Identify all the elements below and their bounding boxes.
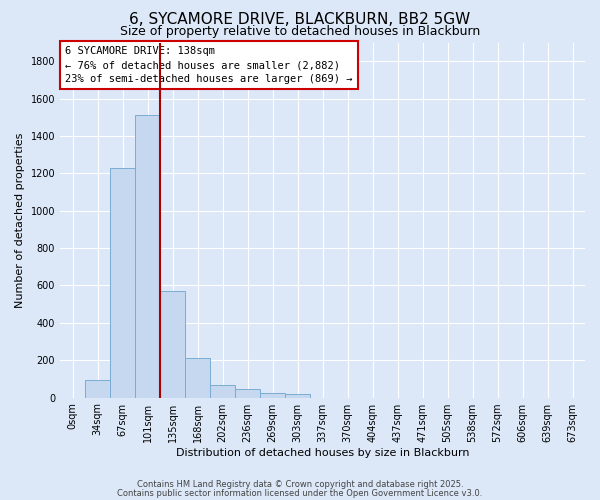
Bar xyxy=(260,393,285,398)
Bar xyxy=(285,394,310,398)
Text: 6 SYCAMORE DRIVE: 138sqm
← 76% of detached houses are smaller (2,882)
23% of sem: 6 SYCAMORE DRIVE: 138sqm ← 76% of detach… xyxy=(65,46,353,84)
Bar xyxy=(160,291,185,398)
Bar xyxy=(85,380,110,398)
Y-axis label: Number of detached properties: Number of detached properties xyxy=(15,132,25,308)
Bar xyxy=(135,116,160,398)
Text: Contains public sector information licensed under the Open Government Licence v3: Contains public sector information licen… xyxy=(118,488,482,498)
Text: Size of property relative to detached houses in Blackburn: Size of property relative to detached ho… xyxy=(120,25,480,38)
Bar xyxy=(235,389,260,398)
Text: Contains HM Land Registry data © Crown copyright and database right 2025.: Contains HM Land Registry data © Crown c… xyxy=(137,480,463,489)
Text: 6, SYCAMORE DRIVE, BLACKBURN, BB2 5GW: 6, SYCAMORE DRIVE, BLACKBURN, BB2 5GW xyxy=(130,12,470,28)
Bar xyxy=(210,386,235,398)
Bar xyxy=(185,358,210,398)
Bar xyxy=(110,168,135,398)
X-axis label: Distribution of detached houses by size in Blackburn: Distribution of detached houses by size … xyxy=(176,448,469,458)
